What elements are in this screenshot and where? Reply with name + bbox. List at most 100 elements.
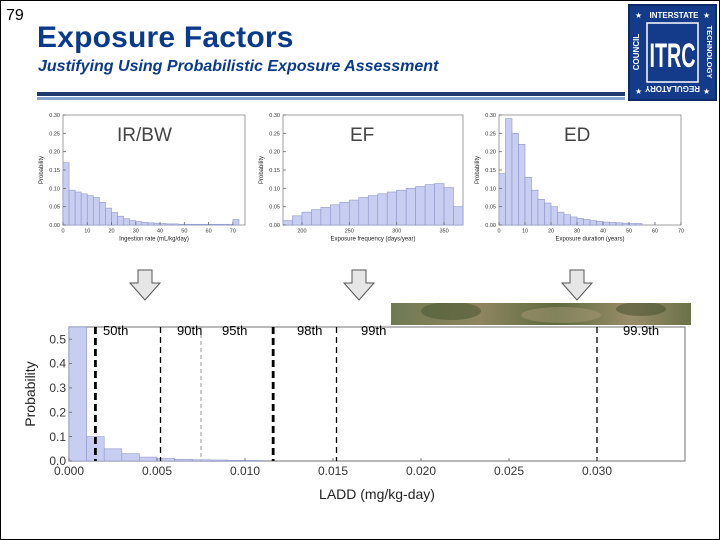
histogram-bar [635, 223, 643, 226]
logo-text-top: INTERSTATE [649, 11, 699, 20]
y-axis-label: Probability [39, 156, 45, 184]
histogram-bar [377, 193, 388, 226]
histogram-bar [147, 222, 155, 226]
ed-chart: 0.00 0.05 0.10 0.15 0.20 0.25 0.30 0 10 20 30 40 50 6… [467, 109, 689, 249]
histogram-bar [511, 133, 519, 226]
histogram-bar [190, 223, 197, 226]
histogram-bar [550, 206, 558, 226]
histogram-bar [62, 162, 70, 226]
histogram-bar [174, 458, 193, 462]
histogram-bar [129, 220, 137, 226]
histogram-bar [214, 223, 222, 226]
histogram-bar [226, 223, 234, 226]
y-tick-label: 0.05 [269, 205, 280, 211]
y-tick-label: 0.5 [49, 332, 66, 346]
percentile-label-99th: 99th [361, 323, 387, 338]
y-tick-label: 0.0 [49, 454, 66, 468]
histogram-bar [443, 187, 454, 226]
histogram-bar [232, 219, 240, 226]
histogram-bar [68, 326, 87, 462]
x-tick-label: 0.025 [494, 464, 524, 478]
x-tick-label: 60 [652, 229, 658, 235]
histogram-bar [111, 212, 118, 226]
x-axis-label: Exposure duration (years) [555, 237, 624, 243]
y-tick-label: 0.10 [485, 186, 496, 192]
star-icon: ★ [635, 87, 642, 96]
histogram-bar [424, 184, 435, 226]
itrc-logo: ITRC INTERSTATE REGULATORY COUNCIL TECHN… [628, 4, 717, 101]
histogram-bar [80, 193, 88, 226]
histogram-bar [141, 222, 149, 226]
y-tick-label: 0.25 [269, 131, 280, 137]
star-icon: ★ [635, 11, 642, 20]
histogram-bar [596, 221, 604, 226]
x-tick-label: 250 [345, 229, 354, 235]
histogram-bar [282, 220, 293, 226]
x-tick-label: 300 [392, 229, 401, 235]
x-tick-label: 0.030 [582, 464, 612, 478]
histogram-bar [396, 189, 407, 226]
y-tick-label: 0.15 [49, 168, 60, 174]
histogram-bar [505, 118, 513, 226]
x-tick-label: 20 [548, 229, 554, 235]
y-tick-label: 0.20 [485, 150, 496, 156]
title-rule-accent [37, 97, 625, 100]
y-tick-label: 0.30 [49, 113, 60, 119]
y-tick-label: 0.30 [485, 113, 496, 119]
histogram-bar [570, 216, 578, 226]
x-tick-label: 60 [206, 229, 212, 235]
histogram-bar [139, 456, 158, 462]
y-tick-label: 0.15 [485, 168, 496, 174]
x-axis-label: LADD (mg/kg-day) [319, 486, 435, 502]
y-tick-label: 0.4 [49, 357, 66, 371]
x-tick-label: 0.015 [318, 464, 348, 478]
histogram-bar [358, 197, 369, 226]
x-tick-label: 0.020 [406, 464, 436, 478]
histogram-bar [123, 218, 131, 226]
histogram-bar [292, 215, 303, 226]
ir-bw-label: IR/BW [117, 125, 172, 146]
histogram-bar [208, 223, 215, 226]
histogram-bar [86, 195, 94, 226]
star-icon: ★ [703, 87, 710, 96]
down-arrow-icon [129, 269, 161, 301]
histogram-bar [544, 202, 552, 226]
histogram-bar [153, 222, 161, 226]
histogram-bar [105, 207, 112, 226]
histogram-bar [99, 201, 106, 226]
y-tick-label: 0.00 [49, 223, 60, 229]
histogram-bar [615, 222, 623, 226]
histogram-bar [165, 223, 173, 226]
y-tick-label: 0.2 [49, 405, 66, 419]
y-tick-label: 0.15 [269, 168, 280, 174]
ladd-chart: 0.0 0.1 0.2 0.3 0.4 0.5 0.000 0.005 0.010 0.015 0.… [23, 319, 703, 539]
y-tick-label: 0.00 [485, 223, 496, 229]
y-tick-label: 0.25 [49, 131, 60, 137]
histogram-bar [93, 197, 100, 226]
x-tick-label: 40 [157, 229, 163, 235]
histogram-bar [589, 220, 597, 226]
histogram-bar [524, 177, 532, 226]
y-tick-label: 0.05 [49, 205, 60, 211]
x-tick-label: 50 [181, 229, 187, 235]
ir-bw-chart: 0.00 0.05 0.10 0.15 0.20 0.25 0.30 0 10 20 30 40 50 6… [31, 109, 253, 249]
slide-title: Exposure Factors [37, 21, 294, 54]
ef-label: EF [350, 125, 375, 146]
histogram-bar [196, 223, 203, 226]
x-tick-label: 10 [84, 229, 90, 235]
y-tick-label: 0.05 [485, 205, 496, 211]
star-icon: ★ [703, 11, 710, 20]
histogram-bar [177, 223, 185, 226]
x-tick-label: 40 [600, 229, 606, 235]
logo-text-left: COUNCIL [632, 34, 641, 71]
plot-frame [68, 326, 686, 462]
y-tick-label: 0.3 [49, 381, 66, 395]
histogram-bar [453, 206, 464, 226]
histogram-bar [220, 223, 228, 226]
histogram-bar [184, 223, 191, 226]
histogram-bar [531, 189, 539, 226]
histogram-bar [367, 195, 379, 226]
histogram-bar [576, 218, 584, 226]
y-tick-label: 0.25 [485, 131, 496, 137]
